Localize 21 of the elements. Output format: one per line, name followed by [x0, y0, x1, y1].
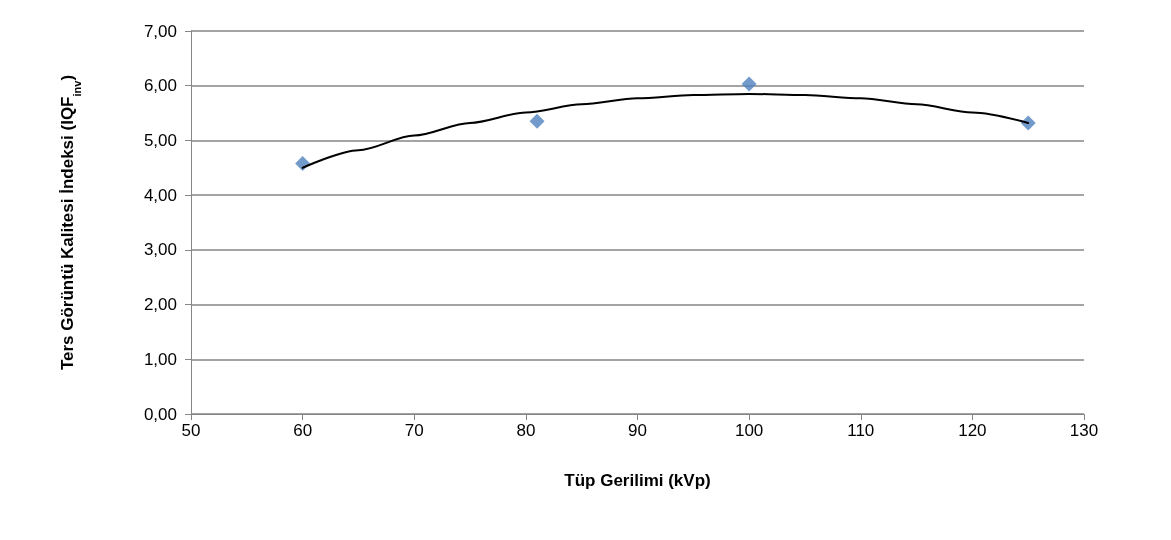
y-tick-label: 3,00: [143, 240, 177, 260]
y-axis-title: Ters Görüntü Kalitesi İndeksi (IQFinv): [58, 74, 83, 371]
y-tick-label: 1,00: [143, 349, 177, 369]
x-tick-label: 90: [628, 421, 647, 440]
y-tick-label: 2,00: [143, 295, 177, 315]
x-tick-label: 50: [181, 421, 201, 440]
x-tick-label: 80: [516, 421, 536, 440]
y-tick-label: 0,00: [143, 404, 177, 424]
x-tick-label: 110: [847, 421, 875, 440]
y-tick-label: 5,00: [143, 130, 177, 150]
y-tick-label: 6,00: [143, 76, 177, 96]
point: [741, 76, 757, 92]
x-axis-title: Tüp Gerilimi (kVp): [564, 471, 711, 490]
point: [529, 113, 545, 129]
x-tick-label: 100: [734, 421, 764, 440]
x-tick-label: 130: [1069, 421, 1099, 440]
x-tick-label: 60: [293, 421, 313, 440]
y-tick-label: 7,00: [143, 21, 177, 41]
x-tick-label: 120: [958, 421, 987, 440]
x-tick-label: 70: [404, 421, 424, 440]
y-tick-label: 4,00: [143, 185, 177, 205]
